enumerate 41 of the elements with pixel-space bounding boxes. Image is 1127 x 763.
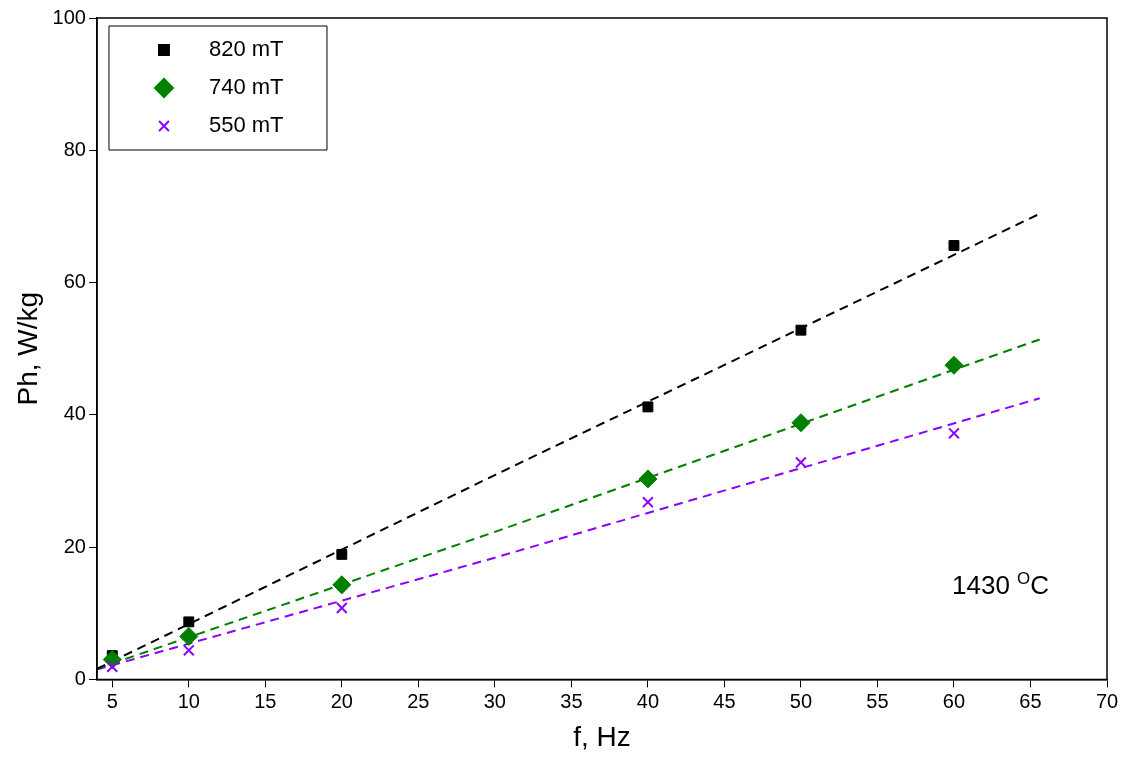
point bbox=[948, 427, 960, 440]
x-tick-label: 5 bbox=[106, 689, 118, 712]
x-tick-label: 45 bbox=[713, 689, 736, 712]
x-tick-label: 35 bbox=[560, 689, 583, 712]
point bbox=[179, 626, 199, 646]
x-tick-label: 20 bbox=[330, 689, 353, 712]
point bbox=[182, 644, 195, 657]
legend-label: 550 mT bbox=[208, 112, 284, 138]
y-tick-label: 40 bbox=[63, 402, 86, 425]
y-tick-label: 0 bbox=[74, 666, 86, 689]
x-tick-label: 30 bbox=[483, 689, 506, 712]
x-tick-label: 65 bbox=[1019, 689, 1042, 712]
point bbox=[791, 413, 811, 433]
y-tick-label: 80 bbox=[63, 137, 86, 160]
point bbox=[106, 660, 119, 673]
x-tick-label: 25 bbox=[407, 689, 430, 712]
x-tick-label: 15 bbox=[254, 689, 277, 712]
y-axis-title: Ph, W/kg bbox=[11, 291, 43, 406]
x-tick-label: 10 bbox=[177, 689, 200, 712]
y-tick-label: 100 bbox=[52, 5, 86, 28]
y-tick-label: 20 bbox=[63, 534, 86, 557]
x-tick-label: 55 bbox=[866, 689, 889, 712]
legend-label: 740 mT bbox=[208, 74, 284, 100]
legend-label: 820 mT bbox=[208, 36, 284, 62]
point bbox=[944, 355, 964, 375]
point bbox=[638, 469, 658, 489]
point bbox=[795, 324, 807, 336]
point bbox=[641, 496, 654, 509]
point bbox=[336, 548, 348, 560]
point bbox=[335, 602, 348, 614]
y-tick-label: 60 bbox=[63, 270, 86, 293]
point bbox=[948, 240, 960, 251]
x-tick-label: 60 bbox=[942, 689, 966, 712]
x-tick-label: 50 bbox=[789, 689, 813, 712]
x-tick-label: 40 bbox=[636, 689, 660, 712]
point bbox=[183, 616, 195, 628]
point bbox=[642, 401, 654, 413]
point bbox=[794, 456, 807, 469]
point bbox=[332, 575, 352, 595]
x-axis-title: f, Hz bbox=[573, 720, 631, 752]
x-tick-label: 70 bbox=[1095, 689, 1119, 712]
